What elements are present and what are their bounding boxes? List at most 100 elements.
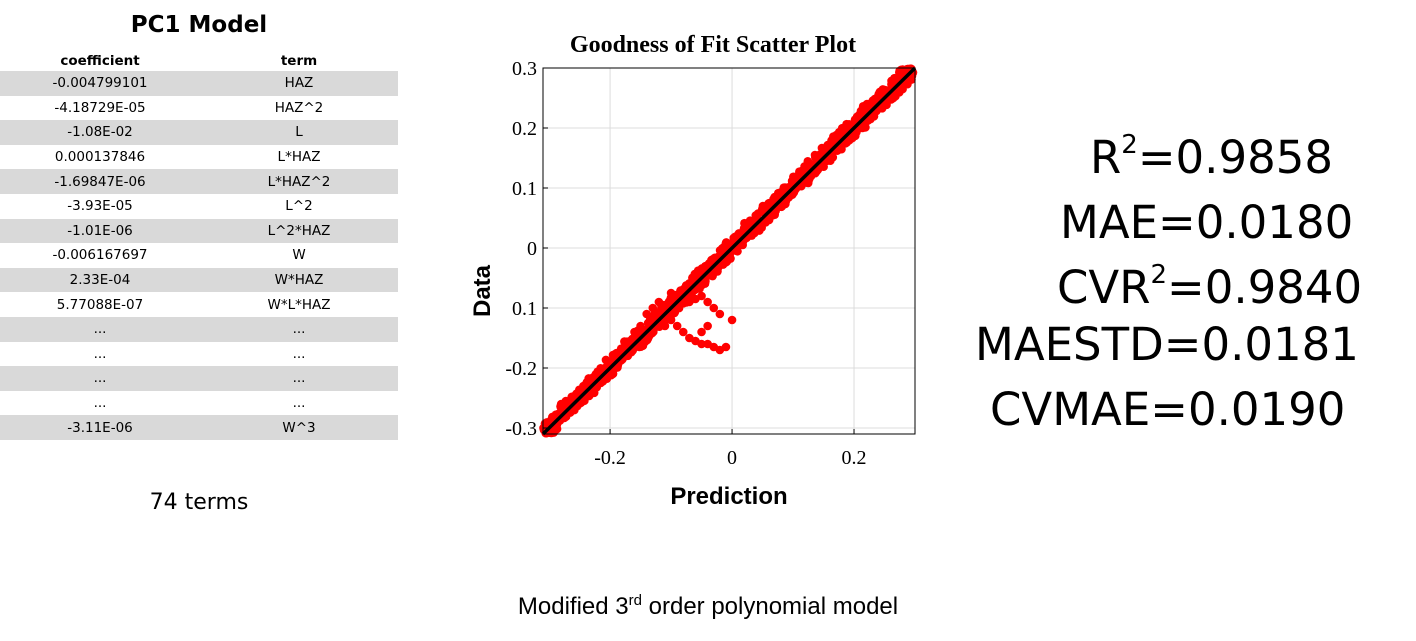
table-row: -3.93E-05 L^2 [0,194,398,219]
scatter-point [660,321,670,331]
coefficient-table: coefficient term -0.004799101 HAZ -4.18729… [0,50,398,440]
scatter-point [672,321,682,331]
cvr2-sup: 2 [1150,260,1168,290]
coefficient-cell: ... [93,345,107,362]
table-row: -3.11E-06 W^3 [0,415,398,440]
term-cell: L*HAZ^2 [200,169,398,194]
mae-metric: MAE=0.0180 [1060,196,1354,249]
term-cell: W*L*HAZ [267,296,331,313]
scatter-point [781,199,790,209]
table-row: 2.33E-04 W*HAZ [0,267,398,293]
scatter-point [666,288,676,298]
table-row: ...... [0,316,398,342]
scatter-point [678,327,688,337]
r2-sup: 2 [1121,130,1138,160]
scatter-point [642,309,651,319]
scatter-point [907,75,916,84]
coefficient-cell: -3.93E-05 [67,198,133,215]
caption-sup: rd [628,592,642,609]
coefficient-cell: 2.33E-04 [0,267,200,293]
y-tick-label: 0.3 [512,58,537,80]
caption-suffix: order polynomial model [641,593,899,620]
term-cell: HAZ [200,71,398,96]
scatter-point [703,321,712,331]
x-tick-label: 0 [727,447,737,469]
term-cell: ... [292,395,306,412]
scatter-point [709,303,719,313]
y-tick-label: -0.3 [505,418,537,440]
terms-count: 74 terms [149,490,249,515]
maestd-metric: MAESTD=0.0181 [975,318,1359,371]
table-row: 5.77088E-07 W*L*HAZ [0,292,398,317]
table-row: ...... [0,366,398,391]
fit-line-layer [541,66,917,436]
scatter-point [721,342,731,352]
fit-line [541,66,917,436]
y-tick-label: 0.1 [512,298,537,320]
coefficient-cell: -1.69847E-06 [0,169,200,194]
coefficient-cell: -0.004799101 [0,71,200,96]
coefficient-cell: -4.18729E-05 [54,99,146,116]
model-title: PC1 Model [130,12,268,38]
table-header-row: coefficient term [0,50,398,71]
cvmae-metric: CVMAE=0.0190 [990,383,1346,436]
cvr2-suffix: =0.9840 [1167,261,1363,314]
scatter-point [715,309,725,319]
x-tick-label: -0.2 [594,447,626,469]
y-tick-label: 0.2 [512,118,537,140]
table-row: -1.01E-06 L^2*HAZ [0,218,398,244]
table-row: ...... [0,391,398,416]
cvr2-metric: CVR2=0.9840 [1057,262,1362,310]
term-cell: ... [200,316,398,342]
table-row: ...... [0,342,398,367]
scatter-point [703,297,712,307]
term-cell: W^3 [200,415,398,440]
coefficient-cell: -1.08E-02 [0,120,200,145]
scatter-point [697,327,706,337]
scatter-point [697,339,706,349]
term-cell: W [292,247,306,264]
caption-prefix: Modified 3 [517,593,629,620]
table-row: -4.18729E-05 HAZ^2 [0,96,398,121]
table-row: -0.004799101 HAZ [0,71,398,96]
term-cell: HAZ^2 [274,99,324,116]
scatter-point [685,297,694,307]
coefficient-cell: -3.11E-06 [0,415,200,440]
term-cell: ... [200,366,398,391]
scatter-point [713,267,722,276]
axis-ticks: -0.2 0 0.2 0.3 0.2 0.1 0 0.1 -0.2 -0.3 [505,58,866,469]
table-row: 0.000137846 L*HAZ [0,145,398,170]
y-tick-label: -0.2 [505,358,537,380]
term-cell: L^2 [285,198,313,215]
scatter-point [654,297,664,307]
y-tick-label: 0 [527,238,537,260]
scatter-point [648,303,658,313]
scatter-point [636,321,645,331]
coefficient-cell: 0.000137846 [54,149,146,166]
scatter-point [666,315,676,325]
term-header: term [280,52,318,69]
chart-title: Goodness of Fit Scatter Plot [570,32,856,58]
table-row: -1.08E-02 L [0,120,398,145]
scatter-point [858,123,867,133]
goodness-of-fit-scatter-plot: Goodness of Fit Scatter Plot -0.2 0 0.2 0.3… [469,32,918,510]
r2-metric: R2=0.9858 [1090,132,1333,180]
scatter-point [727,315,737,325]
coefficient-cell: -1.01E-06 [0,218,200,244]
table-row: -0.006167697 W [0,243,398,268]
scatter-point [726,254,735,263]
coefficient-header: coefficient [60,52,140,69]
coefficient-cell: ... [0,316,200,342]
x-axis-label: Prediction [670,483,787,510]
scatter-point [630,327,639,337]
y-tick-label: 0.1 [512,178,537,200]
term-cell: L [200,120,398,145]
term-cell: L*HAZ [277,149,321,166]
cvr2-prefix: CVR [1057,261,1151,314]
plot-frame [542,67,916,435]
y-axis-label: Data [469,264,496,317]
figure-caption: Modified 3rd order polynomial model [0,592,1416,621]
table-row: -1.69847E-06 L*HAZ^2 [0,169,398,194]
term-cell: W*HAZ [200,267,398,293]
coefficient-cell: ... [0,366,200,391]
